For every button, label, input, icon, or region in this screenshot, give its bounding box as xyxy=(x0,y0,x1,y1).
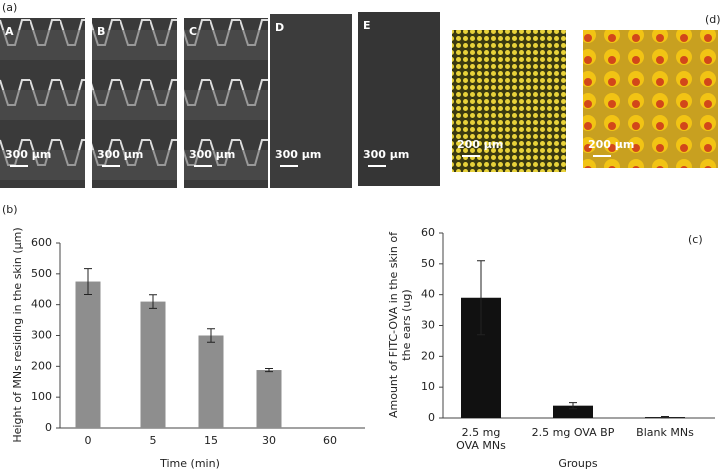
y-tick-label: 20 xyxy=(421,349,435,362)
image-letter: E xyxy=(363,19,371,32)
oct-image xyxy=(358,12,440,186)
x-tick-label: 2.5 mg OVA MNs xyxy=(456,426,506,452)
bar xyxy=(75,281,101,428)
scale-label: 300 μm xyxy=(97,148,143,161)
micrographs xyxy=(0,12,718,188)
x-tick-label: 0 xyxy=(85,434,92,447)
scale-label: 300 μm xyxy=(363,148,409,161)
y-tick-label: 100 xyxy=(31,390,52,403)
scale-label: 300 μm xyxy=(5,148,51,161)
x-tick-label: 30 xyxy=(262,434,276,447)
error-bar xyxy=(477,260,485,336)
y-tick-label: 40 xyxy=(421,288,435,301)
y-tick-label: 300 xyxy=(31,329,52,342)
scale-label: 300 μm xyxy=(189,148,235,161)
x-axis-label: Time (min) xyxy=(159,457,220,470)
y-tick-label: 0 xyxy=(45,421,52,434)
bar xyxy=(198,335,224,428)
y-axis-label: Height of MNs residing in the skin (μm) xyxy=(11,227,24,442)
panel-label: (a) xyxy=(2,1,17,14)
y-tick-label: 10 xyxy=(421,380,435,393)
scale-label: 300 μm xyxy=(275,148,321,161)
y-tick-label: 50 xyxy=(421,257,435,270)
error-bar xyxy=(265,367,273,373)
error-bar xyxy=(149,294,157,309)
image-letter: C xyxy=(189,25,197,38)
bar xyxy=(256,370,282,428)
x-tick-label: 15 xyxy=(204,434,218,447)
bar xyxy=(140,301,166,428)
y-tick-label: 500 xyxy=(31,267,52,280)
image-letter: D xyxy=(275,21,284,34)
error-bar xyxy=(569,402,577,410)
needle-image xyxy=(583,30,718,168)
error-bar xyxy=(84,268,92,295)
oct-image xyxy=(0,18,85,188)
y-tick-label: 200 xyxy=(31,359,52,372)
error-bar xyxy=(661,415,669,419)
y-axis-label: Amount of FITC-OVA in the skin of the ea… xyxy=(387,231,413,419)
panel-label: (c) xyxy=(688,233,703,246)
oct-image xyxy=(184,18,268,188)
x-axis-label: Groups xyxy=(558,457,597,470)
bar xyxy=(553,405,593,418)
x-tick-label: Blank MNs xyxy=(636,426,694,439)
image-letter: B xyxy=(97,25,105,38)
oct-image xyxy=(92,18,177,188)
panel-label: (d) xyxy=(705,13,721,26)
x-tick-label: 60 xyxy=(323,434,337,447)
array-image xyxy=(452,30,566,172)
x-tick-label: 5 xyxy=(150,434,157,447)
y-tick-label: 600 xyxy=(31,236,52,249)
oct-image xyxy=(270,14,352,188)
y-tick-label: 60 xyxy=(421,226,435,239)
y-tick-label: 400 xyxy=(31,298,52,311)
scale-label: 200 μm xyxy=(457,138,503,151)
scale-label: 200 μm xyxy=(588,138,634,151)
panel-label: (b) xyxy=(2,203,18,216)
error-bar xyxy=(207,328,215,343)
y-tick-label: 0 xyxy=(428,411,435,424)
x-tick-label: 2.5 mg OVA BP xyxy=(531,426,615,439)
image-letter: A xyxy=(5,25,14,38)
y-tick-label: 30 xyxy=(421,319,435,332)
